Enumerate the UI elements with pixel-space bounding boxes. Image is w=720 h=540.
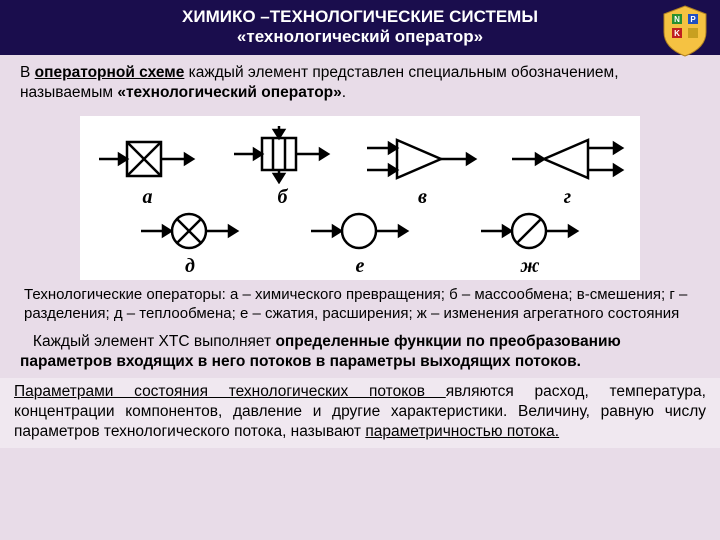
intro-p3: . bbox=[342, 84, 346, 101]
symbol-d: д bbox=[135, 209, 245, 278]
symbol-v: в bbox=[363, 134, 483, 209]
svg-text:K: K bbox=[674, 29, 680, 38]
diagram-row-2: д е ж bbox=[80, 209, 640, 278]
symbol-e: е bbox=[305, 209, 415, 278]
logo-icon: N P K bbox=[658, 4, 712, 58]
intro-text: В операторной схеме каждый элемент предс… bbox=[20, 63, 700, 102]
intro-block: В операторной схеме каждый элемент предс… bbox=[0, 55, 720, 112]
symbol-a: а bbox=[93, 134, 203, 209]
diagram-row-1: а б bbox=[80, 124, 640, 209]
svg-text:N: N bbox=[674, 15, 680, 24]
symbol-d-label: д bbox=[185, 255, 195, 278]
operator-diagram: а б bbox=[80, 116, 640, 280]
symbol-v-label: в bbox=[418, 186, 427, 209]
para2-indent: Каждый элемент ХТС выполняет bbox=[20, 333, 275, 350]
symbol-e-label: е bbox=[356, 255, 365, 278]
symbol-g: г bbox=[508, 134, 628, 209]
symbol-zh-label: ж bbox=[520, 255, 539, 278]
intro-p1: В bbox=[20, 64, 35, 81]
header-bar: ХИМИКО –ТЕХНОЛОГИЧЕСКИЕ СИСТЕМЫ «техноло… bbox=[0, 0, 720, 55]
symbol-b: б bbox=[228, 124, 338, 209]
symbol-a-label: а bbox=[143, 186, 153, 209]
intro-bold: «технологический оператор» bbox=[117, 84, 341, 101]
header-title: ХИМИКО –ТЕХНОЛОГИЧЕСКИЕ СИСТЕМЫ bbox=[20, 6, 700, 27]
diagram-caption: Технологические операторы: а – химическо… bbox=[0, 286, 720, 324]
footer-u2: параметричностью потока. bbox=[365, 423, 559, 440]
symbol-zh: ж bbox=[475, 209, 585, 278]
header-subtitle: «технологический оператор» bbox=[20, 27, 700, 47]
svg-text:P: P bbox=[690, 15, 696, 24]
intro-underlined: операторной схеме bbox=[35, 64, 185, 81]
symbol-g-label: г bbox=[564, 186, 571, 209]
footer-u1: Параметрами состояния технологических по… bbox=[14, 383, 446, 400]
footer-paragraph: Параметрами состояния технологических по… bbox=[0, 378, 720, 448]
symbol-b-label: б bbox=[278, 186, 288, 209]
function-paragraph: Каждый элемент ХТС выполняет определенны… bbox=[0, 332, 720, 372]
